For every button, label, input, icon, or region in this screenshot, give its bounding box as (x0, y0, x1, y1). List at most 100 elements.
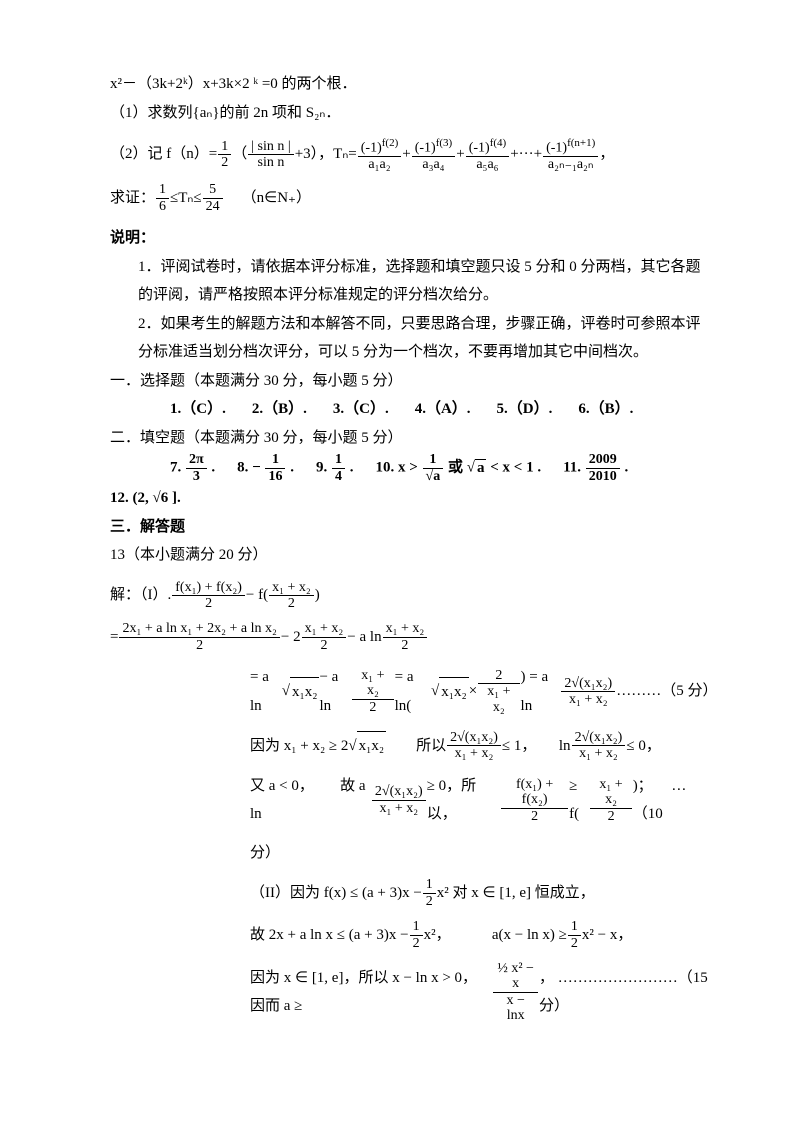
t3: (-1)f(4) a₅a₆ (465, 137, 511, 172)
f-l3d: 2√(x₁x₂)x₁ + x₂ (560, 676, 616, 708)
q10: 10. x > 1√a 或 √a < x < 1 . (375, 452, 541, 484)
q8: 8. − 116 . (237, 452, 294, 484)
d: a₅a₆ (466, 157, 510, 172)
part2-line: （2）记 f（n）= 1 2 （ | sin n | sin n +3）， Tₙ… (110, 137, 710, 172)
f-l3c: 2x₁ + x₂ (477, 668, 520, 715)
times: × (469, 677, 477, 706)
eq: = (110, 623, 118, 652)
frac-half: 1 2 (217, 139, 232, 171)
explain-p1: 1．评阅试卷时，请依据本评分标准，选择题和填空题只设 5 分和 0 分两档，其它… (110, 253, 710, 310)
d: a₂ₙ₋₁a₂ₙ (543, 157, 598, 172)
fen10: 分） (110, 839, 710, 868)
n: (-1)f(3) (412, 137, 456, 157)
f-l2b: x₁ + x₂2 (301, 621, 348, 653)
po: （ (232, 140, 247, 169)
d: 2 (218, 155, 231, 170)
d: a₁a₂ (358, 157, 402, 172)
cl: ) = a ln (521, 663, 561, 720)
q9: 9. 14 . (316, 452, 354, 484)
x2a: x²， a(x − ln x) ≥ (424, 921, 567, 950)
plus: + (402, 140, 410, 169)
d: 6 (156, 199, 169, 214)
a1: 1.（C）. (170, 395, 226, 424)
so: 故 2x + a ln x ≤ (a + 3)x − (250, 921, 409, 950)
sec2-title: 二．填空题 (110, 430, 185, 446)
q11: 11. 20092010 . (563, 452, 628, 484)
dots15: ， ……………………（15 分） (539, 964, 710, 1021)
half3: 12 (567, 919, 582, 951)
part2-l2: 故 2x + a ln x ≤ (a + 3)x − 12 x²， a(x − … (110, 919, 710, 951)
dots: +···+ (510, 140, 542, 169)
f-l4a: 2√(x₁x₂)x₁ + x₂ (446, 730, 502, 762)
f-l4b: 2√(x₁x₂)x₁ + x₂ (571, 730, 627, 762)
x2b: x² − x， (582, 921, 632, 950)
prove-line: 求证： 1 6 ≤Tₙ≤ 5 24 （n∈N₊） (110, 182, 710, 214)
tn-last: (-1)f(n+1) a₂ₙ₋₁a₂ₙ (542, 137, 599, 172)
a2: 2.（B）. (252, 395, 307, 424)
minus: − f( (246, 581, 268, 610)
f-l1b: x₁ + x₂2 (268, 580, 315, 612)
explain-p2: 2．如果考生的解题方法和本解答不同，只要思路合理，步骤正确，评卷时可参照本评分标… (110, 310, 710, 367)
sq2: x₁x₂ (439, 677, 468, 707)
t2: (-1)f(3) a₃a₄ (411, 137, 457, 172)
sec1-head: 一．选择题（本题满分 30 分，每小题 5 分） (110, 367, 710, 396)
part2-l1: （II）因为 f(x) ≤ (a + 3)x − 12 x² 对 x ∈ [1,… (110, 877, 710, 909)
sol-l3: = a ln √x₁x₂ − a ln x₁ + x₂2 = a ln(√x₁x… (110, 663, 710, 720)
f-l5a: 2√(x₁x₂)x₁ + x₂ (371, 784, 427, 816)
sec2-note: （本题满分 30 分，每小题 5 分） (185, 430, 403, 446)
sec3-title: 三．解答题 (110, 513, 710, 542)
n: 1 (218, 139, 231, 155)
tail: （n∈N₊） (242, 184, 311, 213)
f16: 1 6 (155, 182, 170, 214)
f-l2a: 2x₁ + a ln x₁ + 2x₂ + a ln x₂2 (118, 621, 280, 653)
frac-sin: | sin n | sin n (247, 139, 294, 171)
p2h: （II）因为 f(x) ≤ (a + 3)x − (250, 879, 422, 908)
ge0: ≥ 0，所以， (427, 772, 500, 829)
a4: 4.（A）. (415, 395, 471, 424)
q12: 12. (2, √6 ]. (110, 484, 710, 513)
f-l2c: x₁ + x₂2 (382, 621, 429, 653)
t1: (-1)f(2) a₁a₂ (357, 137, 403, 172)
part1: （1）求数列{aₙ}的前 2n 项和 S₂ₙ． (110, 99, 710, 128)
f524: 5 24 (202, 182, 224, 214)
le: ≤Tₙ≤ (170, 184, 202, 213)
m: − 2 (281, 623, 301, 652)
f-l5b: f(x₁) + f(x₂)2 (500, 777, 569, 824)
sq: x₁x₂ (357, 731, 386, 761)
since: 因为 x ∈ [1, e]，所以 x − ln x > 0， 因而 a ≥ (250, 964, 492, 1021)
so: 所以 (386, 732, 446, 761)
sol-l5: 又 a < 0， 故 a ln 2√(x₁x₂)x₁ + x₂ ≥ 0，所以， … (110, 772, 710, 829)
also: 又 a < 0， 故 a ln (250, 772, 371, 829)
f-l5c: x₁ + x₂2 (589, 777, 632, 824)
n: | sin n | (248, 139, 293, 155)
f-l3b: x₁ + x₂2 (351, 668, 394, 715)
f-l1a: f(x₁) + f(x₂)2 (171, 580, 246, 612)
half2: 12 (409, 919, 424, 951)
d: a₃a₄ (412, 157, 456, 172)
sol-l2: = 2x₁ + a ln x₁ + 2x₂ + a ln x₂2 − 2 x₁ … (110, 621, 710, 653)
close: ) (315, 581, 320, 610)
dots5: ………（5 分） (616, 677, 710, 706)
le0: ≤ 0， (626, 732, 660, 761)
n: 1 (156, 182, 169, 198)
sec2-head: 二．填空题（本题满分 30 分，每小题 5 分） (110, 424, 710, 453)
half1: 12 (422, 877, 437, 909)
part2-l3: 因为 x ∈ [1, e]，所以 x − ln x > 0， 因而 a ≥ ½ … (110, 961, 710, 1024)
plus: + (456, 140, 464, 169)
p3: +3）， (295, 140, 333, 169)
eq: = a ln (250, 663, 282, 720)
d: sin n (248, 155, 293, 170)
a6: 6.（B）. (578, 395, 633, 424)
m: − a ln (319, 663, 351, 720)
a5: 5.（D）. (497, 395, 553, 424)
gef: ≥ f( (569, 772, 589, 829)
m2: − a ln (347, 623, 381, 652)
sec1-title: 一．选择题 (110, 373, 185, 389)
n: (-1)f(2) (358, 137, 402, 157)
eq2: = a ln( (395, 663, 431, 720)
cl: )； …（10 (633, 772, 710, 829)
sol-l1: 解：（I）. f(x₁) + f(x₂)2 − f( x₁ + x₂2 ) (110, 580, 710, 612)
comma: ， (599, 140, 614, 169)
eq-roots: x²－（3k+2ᵏ）x+3k×2 ᵏ =0 的两个根． (110, 70, 710, 99)
le1: ≤ 1， ln (502, 732, 571, 761)
